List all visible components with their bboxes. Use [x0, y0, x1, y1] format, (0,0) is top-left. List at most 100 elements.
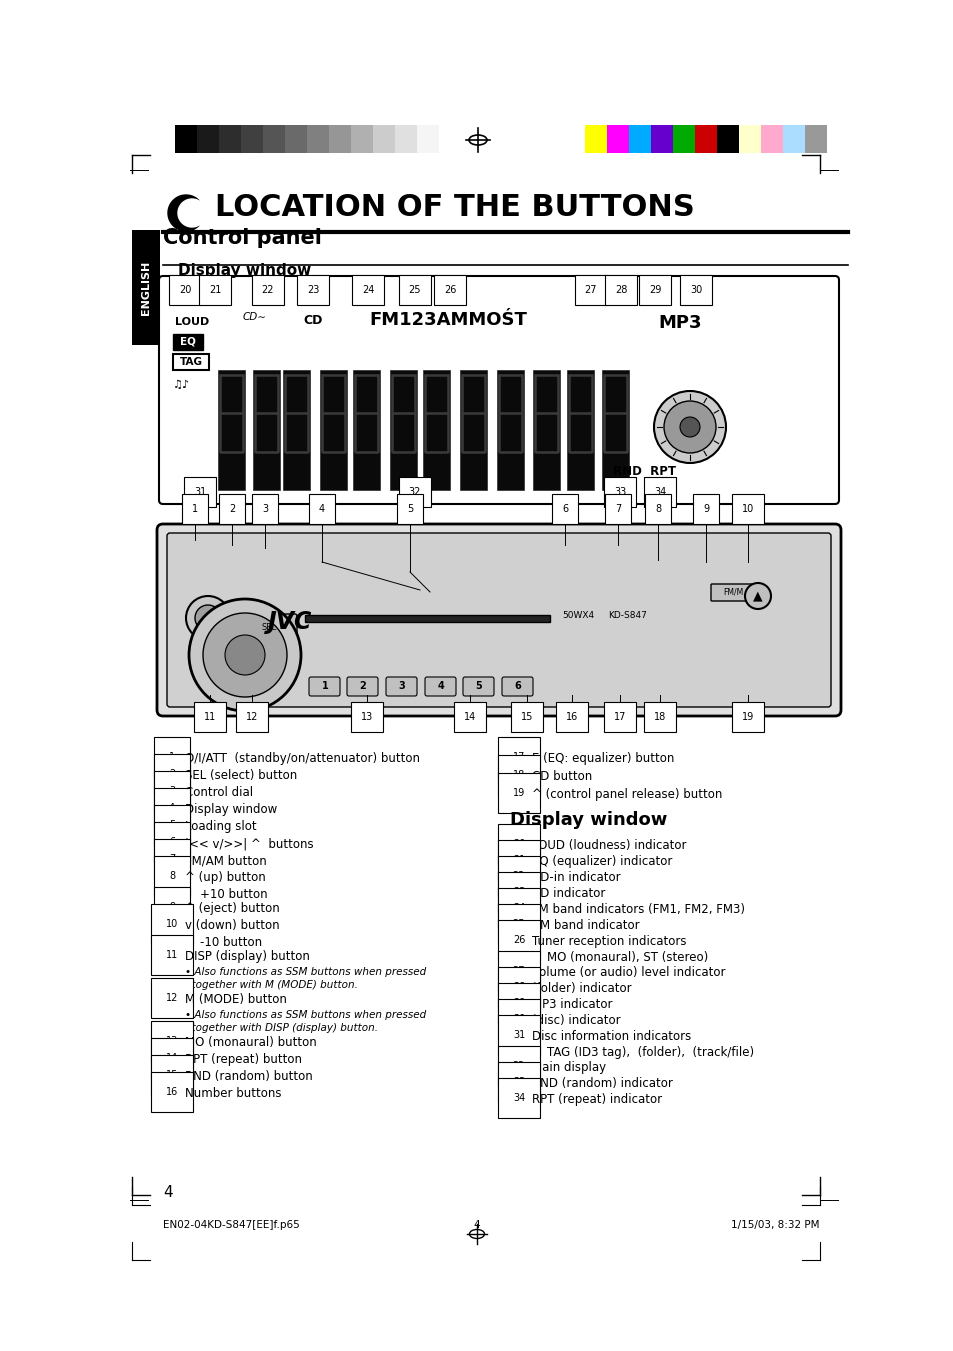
Text: ♫♪: ♫♪: [173, 380, 191, 390]
Bar: [395, 126, 416, 153]
Polygon shape: [168, 195, 198, 231]
Text: 4: 4: [169, 802, 175, 813]
Bar: [285, 126, 307, 153]
Bar: [695, 126, 717, 153]
Text: 24: 24: [361, 285, 374, 295]
Text: 25: 25: [512, 919, 525, 929]
Text: RND  RPT: RND RPT: [613, 465, 676, 478]
Text: 2: 2: [359, 681, 366, 690]
Text: 1: 1: [192, 504, 198, 513]
Text: 4: 4: [437, 681, 444, 690]
Text: 31: 31: [513, 1029, 524, 1040]
Text: (disc) indicator: (disc) indicator: [532, 1015, 620, 1027]
Text: 26: 26: [443, 285, 456, 295]
Text: 23: 23: [513, 888, 525, 897]
Text: EQ (equalizer) indicator: EQ (equalizer) indicator: [532, 855, 672, 867]
Text: Display window: Display window: [178, 263, 311, 278]
Text: 8: 8: [169, 871, 175, 881]
Text: together with M (MODE) button.: together with M (MODE) button.: [185, 979, 357, 990]
Text: DISP (display) button: DISP (display) button: [185, 950, 310, 963]
Text: 15: 15: [166, 1070, 178, 1079]
Bar: [459, 370, 486, 490]
FancyBboxPatch shape: [347, 677, 377, 696]
Text: ENGLISH: ENGLISH: [141, 261, 151, 315]
Bar: [601, 370, 628, 490]
Text: 29: 29: [648, 285, 660, 295]
Circle shape: [225, 635, 265, 676]
Text: Disc information indicators: Disc information indicators: [532, 1029, 691, 1043]
Text: FM/AM button: FM/AM button: [185, 854, 267, 867]
Text: 16: 16: [565, 712, 578, 721]
Bar: [566, 370, 594, 490]
Text: 20: 20: [513, 839, 525, 848]
Text: 50WX4: 50WX4: [561, 611, 594, 620]
Circle shape: [654, 390, 725, 463]
Text: 28: 28: [614, 285, 626, 295]
Bar: [353, 370, 379, 490]
Bar: [606, 126, 628, 153]
Text: 17: 17: [613, 712, 625, 721]
Text: 1/15/03, 8:32 PM: 1/15/03, 8:32 PM: [731, 1220, 820, 1229]
Text: 23: 23: [307, 285, 319, 295]
Bar: [351, 126, 373, 153]
Bar: [782, 126, 804, 153]
FancyBboxPatch shape: [710, 584, 754, 601]
Text: 11: 11: [166, 950, 178, 961]
Text: O/I/ATT  (standby/on/attenuator) button: O/I/ATT (standby/on/attenuator) button: [185, 753, 419, 765]
Text: v (down) button: v (down) button: [185, 919, 279, 932]
Text: 11: 11: [204, 712, 216, 721]
Text: (folder) indicator: (folder) indicator: [532, 982, 631, 994]
Text: 32: 32: [513, 1061, 525, 1071]
Bar: [305, 615, 550, 621]
Text: Main display: Main display: [532, 1061, 605, 1074]
Text: Control dial: Control dial: [185, 786, 253, 798]
Bar: [416, 126, 438, 153]
Text: 28: 28: [513, 982, 525, 992]
Text: 30: 30: [689, 285, 701, 295]
Bar: [804, 126, 826, 153]
Bar: [717, 126, 739, 153]
Text: ^ (eject) button: ^ (eject) button: [185, 902, 279, 915]
Bar: [422, 370, 450, 490]
Text: E (EQ: equalizer) button: E (EQ: equalizer) button: [532, 753, 674, 765]
Text: • Also functions as SSM buttons when pressed: • Also functions as SSM buttons when pre…: [185, 1011, 426, 1020]
FancyBboxPatch shape: [501, 677, 533, 696]
Text: |<< v/>>| ^  buttons: |<< v/>>| ^ buttons: [185, 838, 314, 850]
Bar: [628, 126, 650, 153]
Bar: [219, 126, 241, 153]
Bar: [241, 126, 263, 153]
FancyBboxPatch shape: [241, 613, 296, 640]
Text: M (MODE) button: M (MODE) button: [185, 993, 287, 1006]
Text: • Also functions as SSM buttons when pressed: • Also functions as SSM buttons when pre…: [185, 967, 426, 977]
Bar: [373, 126, 395, 153]
Text: 29: 29: [513, 998, 525, 1008]
Text: EQ: EQ: [180, 336, 195, 347]
Text: Control panel: Control panel: [163, 228, 321, 249]
Bar: [319, 370, 347, 490]
Text: KD-S847: KD-S847: [608, 611, 647, 620]
Bar: [263, 126, 285, 153]
Text: 10: 10: [166, 919, 178, 929]
Text: 30: 30: [513, 1015, 524, 1024]
Text: 3: 3: [169, 786, 175, 796]
FancyBboxPatch shape: [462, 677, 494, 696]
Text: 27: 27: [584, 285, 597, 295]
Text: RPT (repeat) button: RPT (repeat) button: [185, 1052, 302, 1066]
Bar: [533, 370, 559, 490]
Polygon shape: [178, 199, 206, 227]
Text: RPT (repeat) indicator: RPT (repeat) indicator: [532, 1093, 661, 1106]
Bar: [390, 370, 416, 490]
Text: AM band indicator: AM band indicator: [532, 919, 639, 932]
Text: FM/M: FM/M: [722, 588, 742, 597]
Text: 5: 5: [476, 681, 482, 690]
Text: 4: 4: [318, 504, 325, 513]
Text: LOCATION OF THE BUTTONS: LOCATION OF THE BUTTONS: [214, 193, 694, 223]
Text: MO (monaural) button: MO (monaural) button: [185, 1036, 316, 1048]
Text: CD-in indicator: CD-in indicator: [532, 871, 620, 884]
Text: CD: CD: [303, 313, 322, 327]
Text: 24: 24: [513, 902, 525, 913]
Text: 9: 9: [702, 504, 708, 513]
Text: RND (random) indicator: RND (random) indicator: [532, 1077, 672, 1090]
Text: 19: 19: [741, 712, 753, 721]
Bar: [283, 370, 310, 490]
